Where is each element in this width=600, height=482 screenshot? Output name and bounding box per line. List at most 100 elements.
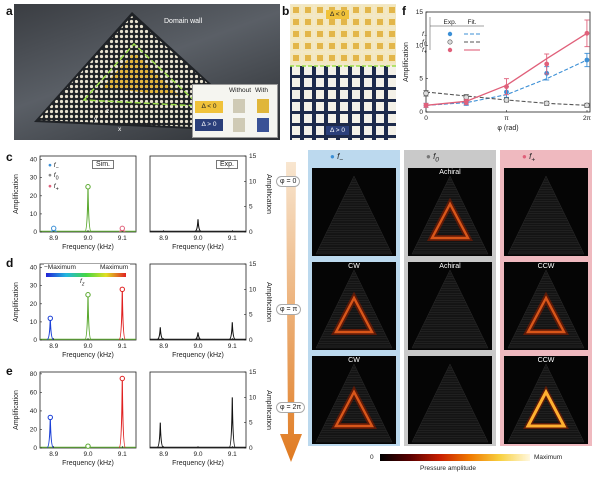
y-axis-label: Amplification <box>13 174 20 214</box>
y-axis-label: Amplification <box>13 282 20 322</box>
chart-c-exp: 0 5 10 15 8.9 9.0 9.1 Frequency (kHz) Amplificat… <box>149 153 272 251</box>
x-tick-label: 9.1 <box>118 451 127 458</box>
y-tick-label: 40 <box>30 157 38 164</box>
peak-marker <box>47 414 53 421</box>
y-tick-label: 5 <box>249 204 253 211</box>
y-tick-label: 0 <box>33 229 37 236</box>
y-tick-label: 5 <box>249 420 253 427</box>
y-tick-label: 10 <box>249 394 257 401</box>
g-triangle-field <box>315 363 393 443</box>
h-row-label-1: Achiral <box>439 169 461 176</box>
inset-cell-1 <box>233 99 245 113</box>
y-tick-label: 15 <box>249 153 257 160</box>
peak-line <box>46 417 54 449</box>
legend-series-name: f0 <box>422 39 427 48</box>
panel-b-label: b <box>282 4 290 18</box>
peak-line <box>228 322 236 341</box>
h-title: ● f0 <box>426 152 439 164</box>
y-tick-label: 10 <box>30 319 38 326</box>
x-tick-label: 9.0 <box>193 235 202 242</box>
x-tick-label: 9.1 <box>228 235 237 242</box>
sim-tag: Sim. <box>92 160 114 169</box>
axis-y-label: y <box>94 116 98 123</box>
peak-line <box>156 422 164 449</box>
y-tick-label: 20 <box>30 193 38 200</box>
y-axis-label: Amplification <box>13 390 20 430</box>
data-point <box>543 100 550 107</box>
x-axis-label: Frequency (kHz) <box>172 352 224 359</box>
x-axis-label: Frequency (kHz) <box>172 244 224 251</box>
inset-box: Without With Δ < 0 Δ > 0 <box>192 84 278 138</box>
d-colormap-max: Maximum <box>100 264 129 271</box>
x-axis-label: φ (rad) <box>497 125 518 132</box>
y-tick-label: 0 <box>33 337 37 344</box>
d-colormap-bar <box>46 273 126 277</box>
x-tick-label: 9.0 <box>193 343 202 350</box>
chart-f: 0 5 10 15 0 π 2π φ (rad) Amplification Exp. Fit. f−… <box>403 9 592 132</box>
peak-marker <box>47 315 53 321</box>
x-axis-label: Frequency (kHz) <box>62 460 114 467</box>
column-g: CW CW <box>308 150 400 446</box>
edge-mode <box>334 295 374 334</box>
phi-0: φ = 0 <box>276 176 301 187</box>
h-map-1: Achiral <box>408 168 492 256</box>
y-tick-label: 0 <box>419 109 423 116</box>
inset-neg: Δ < 0 <box>195 101 223 113</box>
inset-without: Without <box>229 87 252 94</box>
domain-wall-label: Domain wall <box>164 18 203 25</box>
x-tick-label: 9.0 <box>83 235 92 242</box>
c-legend-f0: ● f0 <box>48 172 59 182</box>
legend-series-name: f+ <box>422 47 427 56</box>
y-tick-label: 80 <box>30 371 38 378</box>
h-map-2: Achiral <box>408 262 492 350</box>
y-tick-label: 40 <box>30 265 38 272</box>
data-point <box>463 99 469 105</box>
h-row-label-2: Achiral <box>439 263 461 270</box>
y-tick-label: 0 <box>249 229 253 236</box>
g-triangle-field <box>315 175 393 255</box>
chart-c-sim: 0 10 20 30 40 8.9 9.0 9.1 Frequency (kHz) Amplifi… <box>13 155 137 251</box>
i-row-label-2: CCW <box>537 263 555 270</box>
edge-mode <box>525 388 567 428</box>
y-tick-label: 0 <box>249 445 253 452</box>
c-legend-fplus: ● f+ <box>48 182 59 192</box>
peak-line <box>118 378 126 449</box>
axis-z-label: z <box>106 108 110 115</box>
legend-exp-header: Exp. <box>443 19 456 26</box>
legend-series-sub: 0 <box>424 42 427 48</box>
y-tick-label: 0 <box>33 445 37 452</box>
y-tick-label: 20 <box>30 426 38 433</box>
chart-d-sim: 0 10 20 30 40 8.9 9.0 9.1 Frequency (kHz) Amplifi… <box>13 263 137 359</box>
x-tick-label: 0 <box>424 115 428 122</box>
legend-marker <box>447 47 453 53</box>
i-triangle-field <box>507 363 585 443</box>
i-map-2: CCW <box>504 262 588 350</box>
x-tick-label: 9.0 <box>83 343 92 350</box>
pressure-colorbar <box>380 454 530 461</box>
data-point <box>544 61 550 67</box>
inset-cell-2 <box>257 99 269 113</box>
y-tick-label: 20 <box>30 301 38 308</box>
legend-fit-header: Fit. <box>467 19 476 26</box>
y-axis-label: Amplification <box>265 282 272 322</box>
y-tick-label: 15 <box>416 9 424 16</box>
x-axis-label: Frequency (kHz) <box>172 460 224 467</box>
lattice-closeup <box>290 4 396 140</box>
g-map-3: CW <box>312 356 396 444</box>
y-axis-label: Amplification <box>403 42 410 82</box>
peak-marker <box>119 375 125 382</box>
b-pos-label: Δ > 0 <box>326 126 350 135</box>
panel-b-image: Δ < 0 Δ > 0 <box>290 4 396 140</box>
panel-d-label: d <box>6 256 14 270</box>
edge-mode <box>430 201 470 240</box>
peak-line <box>84 186 92 233</box>
data-point <box>584 30 590 36</box>
i-row-label-3: CCW <box>537 357 555 364</box>
peak-marker <box>119 225 125 232</box>
h-triangle-field <box>411 269 489 349</box>
i-map-1 <box>504 168 588 256</box>
inset-with: With <box>255 87 268 94</box>
f-legend: Exp. Fit. f−f0f+ <box>422 17 484 56</box>
d-colormap: −Maximum Maximum fz <box>44 264 130 287</box>
c-legend: ● f− ● f0 ● f+ <box>48 162 70 193</box>
